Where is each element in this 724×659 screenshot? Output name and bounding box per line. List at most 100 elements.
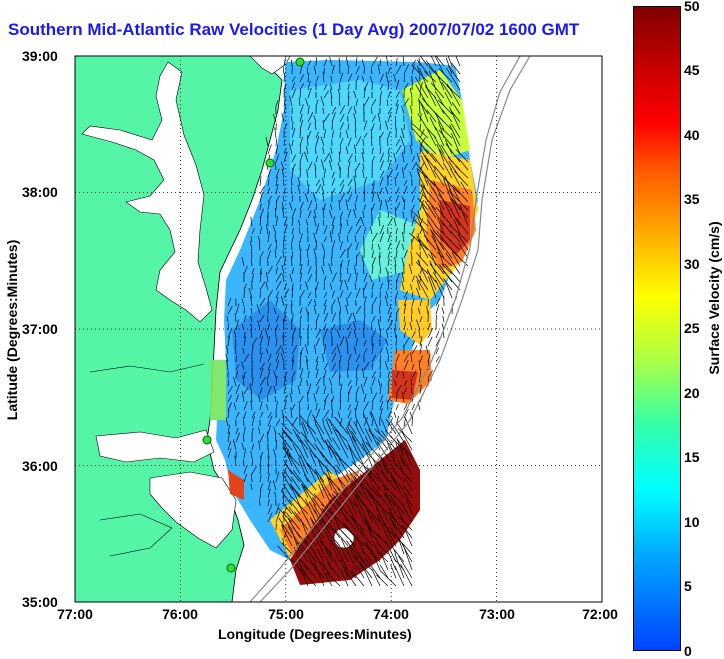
velocity-arrow xyxy=(390,421,405,443)
velocity-arrow xyxy=(250,307,253,315)
velocity-arrow xyxy=(355,57,358,67)
velocity-arrow xyxy=(370,548,381,571)
land-mass xyxy=(75,56,283,602)
velocity-arrow xyxy=(251,466,257,475)
velocity-arrow xyxy=(315,155,318,163)
velocity-arrow xyxy=(331,171,335,179)
velocity-arrow xyxy=(379,355,382,363)
velocity-arrow xyxy=(340,547,349,563)
velocity-arrow xyxy=(403,296,408,307)
velocity-arrow xyxy=(267,473,270,483)
velocity-arrow xyxy=(355,242,359,251)
velocity-arrow xyxy=(291,345,298,355)
velocity-arrow xyxy=(243,371,246,379)
velocity-arrow xyxy=(379,200,383,211)
velocity-arrow xyxy=(379,299,381,307)
velocity-arrow xyxy=(347,550,357,571)
velocity-arrow xyxy=(351,436,365,459)
velocity-arrow xyxy=(401,128,405,139)
velocity-arrow xyxy=(355,419,358,427)
velocity-arrow xyxy=(426,109,437,123)
velocity-arrow xyxy=(275,314,280,323)
velocity-arrow xyxy=(274,491,277,499)
velocity-arrow xyxy=(442,109,453,123)
velocity-arrow xyxy=(410,211,413,219)
velocity-arrow xyxy=(410,209,429,227)
velocity-arrow xyxy=(394,296,397,307)
velocity-arrow xyxy=(400,541,413,563)
velocity-arrow xyxy=(442,270,461,291)
velocity-arrow xyxy=(371,495,389,515)
velocity-arrow xyxy=(339,400,342,411)
velocity-arrow xyxy=(393,73,397,83)
velocity-arrow xyxy=(394,257,397,267)
velocity-arrow xyxy=(387,211,390,219)
velocity-arrow xyxy=(377,113,381,123)
velocity-arrow xyxy=(445,57,453,75)
velocity-arrow xyxy=(227,297,232,307)
colorbar-tick: 35 xyxy=(684,191,700,207)
velocity-arrow xyxy=(380,552,389,571)
velocity-arrow xyxy=(275,401,278,411)
velocity-arrow xyxy=(267,385,272,395)
velocity-arrow xyxy=(386,138,389,147)
velocity-arrow xyxy=(283,240,285,251)
velocity-arrow xyxy=(370,493,381,515)
velocity-arrow xyxy=(351,570,365,587)
velocity-arrow xyxy=(259,251,264,259)
velocity-arrow xyxy=(258,394,261,403)
velocity-arrow xyxy=(452,184,469,203)
velocity-arrow xyxy=(267,456,270,467)
velocity-arrow xyxy=(251,443,255,451)
velocity-arrow xyxy=(419,275,421,283)
velocity-arrow xyxy=(290,407,293,419)
x-tick: 72:00 xyxy=(582,606,618,622)
velocity-arrow xyxy=(241,442,245,451)
velocity-arrow xyxy=(347,106,352,115)
velocity-arrow xyxy=(354,129,357,139)
y-tick: 39:00 xyxy=(22,48,58,64)
velocity-arrow xyxy=(323,113,330,123)
velocity-arrow xyxy=(448,65,461,83)
velocity-arrow xyxy=(234,313,237,323)
velocity-arrow xyxy=(432,272,445,291)
velocity-arrow xyxy=(226,360,229,371)
velocity-arrow xyxy=(416,59,429,75)
velocity-arrow xyxy=(325,465,333,483)
velocity-arrow xyxy=(362,210,365,219)
velocity-arrow xyxy=(371,402,374,411)
velocity-arrow xyxy=(361,488,373,507)
velocity-arrow xyxy=(418,360,421,371)
velocity-arrow xyxy=(259,387,263,395)
velocity-arrow xyxy=(283,73,285,83)
velocity-arrow xyxy=(275,280,282,291)
velocity-arrow xyxy=(339,223,343,235)
velocity-arrow xyxy=(403,331,406,339)
velocity-arrow xyxy=(379,123,381,131)
colorbar-tick: 30 xyxy=(684,256,700,272)
velocity-arrow xyxy=(340,569,349,587)
velocity-arrow xyxy=(259,401,263,411)
velocity-arrow xyxy=(409,171,413,179)
velocity-arrow xyxy=(417,232,421,243)
velocity-arrow xyxy=(387,385,390,395)
velocity-arrow xyxy=(403,74,406,83)
velocity-arrow xyxy=(402,505,413,523)
velocity-arrow xyxy=(352,320,357,331)
velocity-arrow xyxy=(395,57,398,67)
velocity-arrow xyxy=(437,193,453,211)
velocity-arrow xyxy=(402,231,405,243)
velocity-arrow xyxy=(227,305,233,315)
velocity-arrow xyxy=(410,351,413,363)
velocity-arrow xyxy=(323,399,327,411)
velocity-arrow xyxy=(438,129,453,147)
velocity-arrow xyxy=(385,291,389,299)
velocity-arrow xyxy=(233,376,237,387)
velocity-arrow xyxy=(267,488,271,499)
velocity-arrow xyxy=(327,521,341,539)
velocity-arrow xyxy=(355,255,358,267)
velocity-arrow xyxy=(353,106,357,115)
velocity-arrow xyxy=(354,407,357,419)
velocity-arrow xyxy=(330,147,333,155)
velocity-arrow xyxy=(273,385,277,395)
